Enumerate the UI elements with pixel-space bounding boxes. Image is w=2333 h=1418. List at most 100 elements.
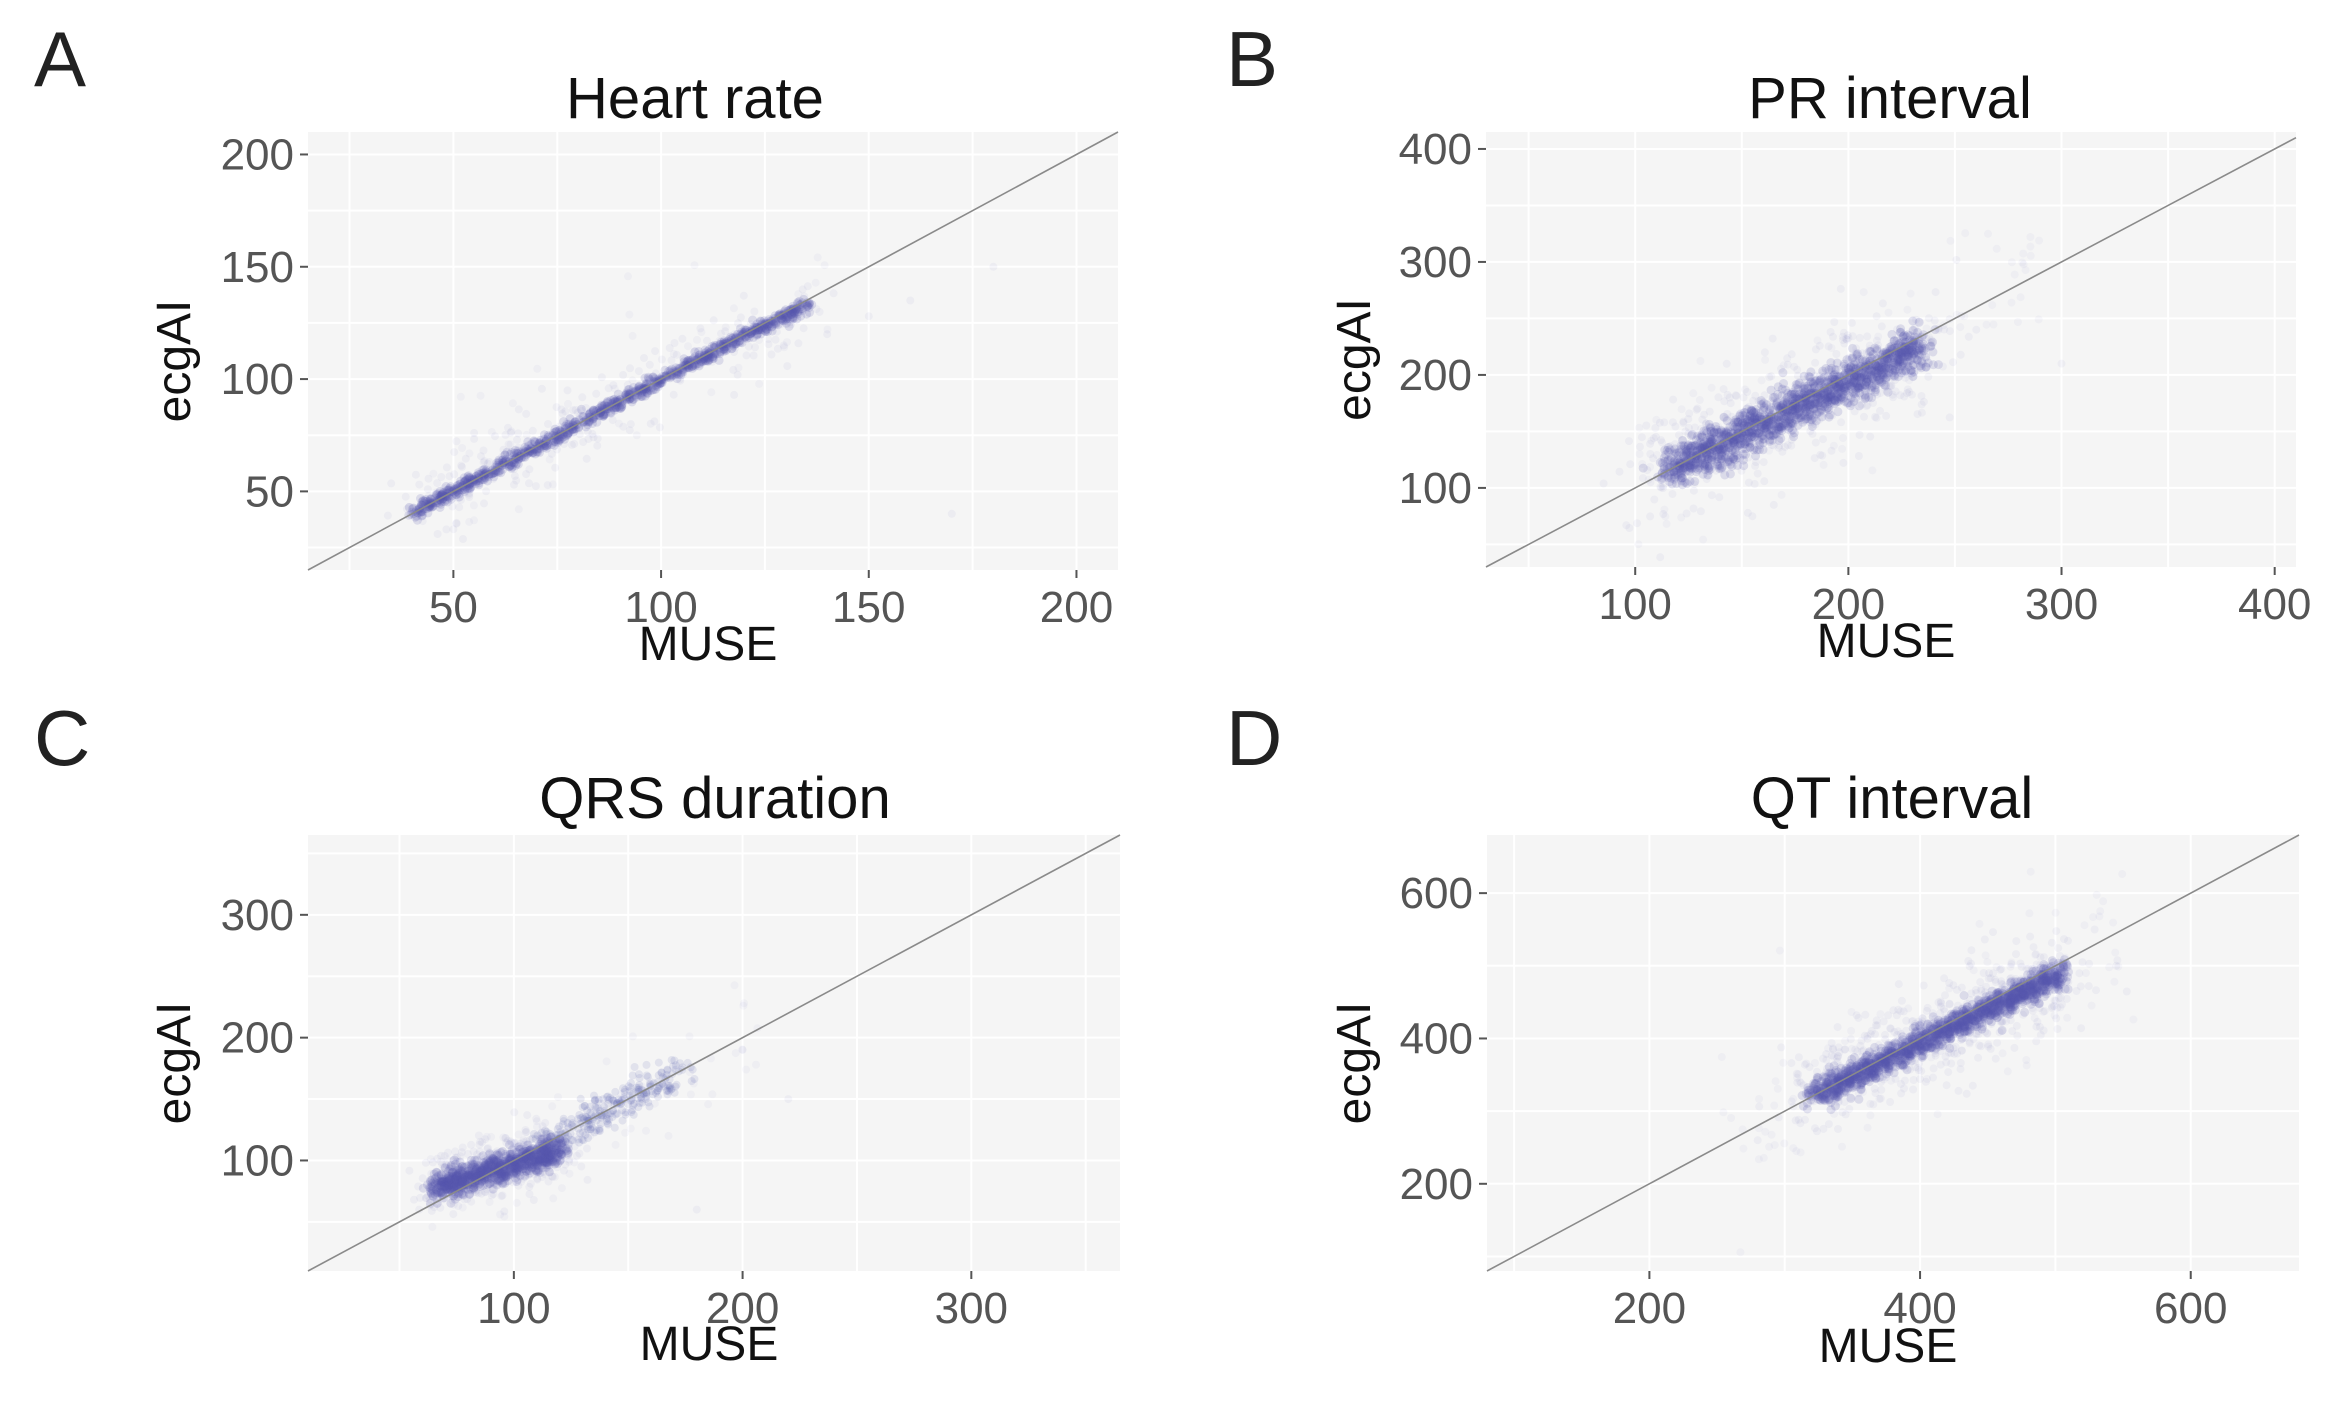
data-point	[1854, 383, 1864, 393]
data-point	[696, 324, 705, 333]
data-point	[1913, 410, 1922, 419]
data-point	[437, 473, 446, 481]
data-point	[1665, 472, 1674, 481]
data-point	[651, 347, 660, 356]
data-point	[1810, 415, 1819, 424]
data-point	[1705, 434, 1715, 444]
data-point	[1719, 412, 1729, 422]
data-point	[1917, 408, 1926, 417]
data-point	[640, 354, 648, 362]
data-point	[1740, 411, 1750, 421]
data-point	[1726, 399, 1735, 408]
data-point	[1659, 510, 1668, 518]
data-point	[1898, 350, 1907, 359]
data-point	[1874, 332, 1883, 341]
data-point	[1876, 373, 1886, 383]
data-point	[418, 496, 428, 505]
data-point	[1767, 397, 1776, 405]
data-point	[1956, 323, 1965, 332]
data-point	[1759, 434, 1769, 444]
data-point	[632, 431, 641, 440]
data-point	[667, 356, 676, 365]
data-point	[1839, 336, 1847, 345]
data-point	[1671, 476, 1680, 485]
data-point	[593, 441, 602, 450]
data-point	[1679, 444, 1689, 454]
data-point	[483, 470, 493, 480]
data-point	[1900, 392, 1909, 401]
data-point	[442, 497, 452, 507]
data-point	[634, 381, 644, 391]
data-point	[1730, 455, 1740, 465]
data-point	[761, 324, 771, 334]
data-point	[781, 314, 791, 324]
data-point	[498, 452, 507, 461]
data-point	[647, 385, 657, 395]
data-point	[807, 300, 817, 310]
data-point	[1837, 418, 1846, 427]
data-point	[1735, 414, 1745, 424]
data-point	[1877, 357, 1887, 367]
data-point	[1917, 400, 1926, 409]
data-point	[1673, 470, 1683, 480]
data-point	[735, 336, 745, 346]
data-point	[1707, 383, 1716, 392]
data-point	[756, 329, 766, 339]
data-point	[637, 392, 647, 402]
data-point	[583, 1144, 591, 1153]
data-point	[1748, 512, 1757, 521]
data-point	[1743, 433, 1753, 443]
data-point	[735, 337, 745, 347]
data-point	[698, 357, 708, 367]
data-point	[589, 433, 598, 442]
x-axis-ticks: 50 100 150 200	[429, 570, 1113, 632]
data-point	[433, 479, 442, 488]
data-point	[1787, 350, 1796, 359]
data-point	[1874, 341, 1883, 350]
data-point	[1788, 401, 1798, 411]
data-point	[760, 324, 769, 333]
x-tick-label: 400	[2238, 580, 2311, 629]
data-point	[767, 326, 777, 336]
data-point	[787, 320, 795, 329]
data-point	[1857, 400, 1866, 409]
data-point	[1652, 432, 1660, 441]
data-point	[1814, 378, 1824, 388]
data-point	[1846, 401, 1855, 411]
data-point	[643, 372, 653, 382]
data-point	[1727, 412, 1736, 421]
data-point	[487, 428, 496, 436]
data-point	[479, 446, 488, 455]
data-point	[1810, 454, 1819, 463]
data-point	[442, 463, 451, 472]
data-point	[676, 376, 685, 385]
data-point	[1801, 399, 1811, 409]
data-point	[678, 370, 687, 379]
data-point	[1849, 360, 1858, 369]
x-tick-label: 100	[1598, 580, 1671, 629]
data-point	[514, 453, 524, 463]
data-point	[559, 417, 569, 427]
data-point	[1689, 504, 1698, 513]
data-point	[1687, 441, 1697, 451]
data-point	[761, 327, 771, 336]
data-point	[558, 409, 567, 418]
data-point	[1892, 336, 1902, 346]
data-point	[1824, 412, 1834, 422]
data-point	[1803, 383, 1813, 393]
data-point	[715, 347, 725, 357]
data-point	[426, 504, 435, 513]
data-point	[1811, 438, 1820, 447]
data-point	[1785, 406, 1795, 416]
data-point	[1746, 426, 1756, 436]
data-point	[703, 346, 713, 356]
data-point	[1707, 491, 1716, 500]
data-point	[494, 467, 504, 477]
data-point	[691, 347, 700, 356]
data-point	[697, 328, 706, 337]
data-point	[459, 535, 467, 543]
data-point	[1787, 411, 1796, 420]
data-point	[788, 307, 798, 317]
data-point	[1830, 318, 1839, 326]
data-point	[2026, 233, 2035, 241]
